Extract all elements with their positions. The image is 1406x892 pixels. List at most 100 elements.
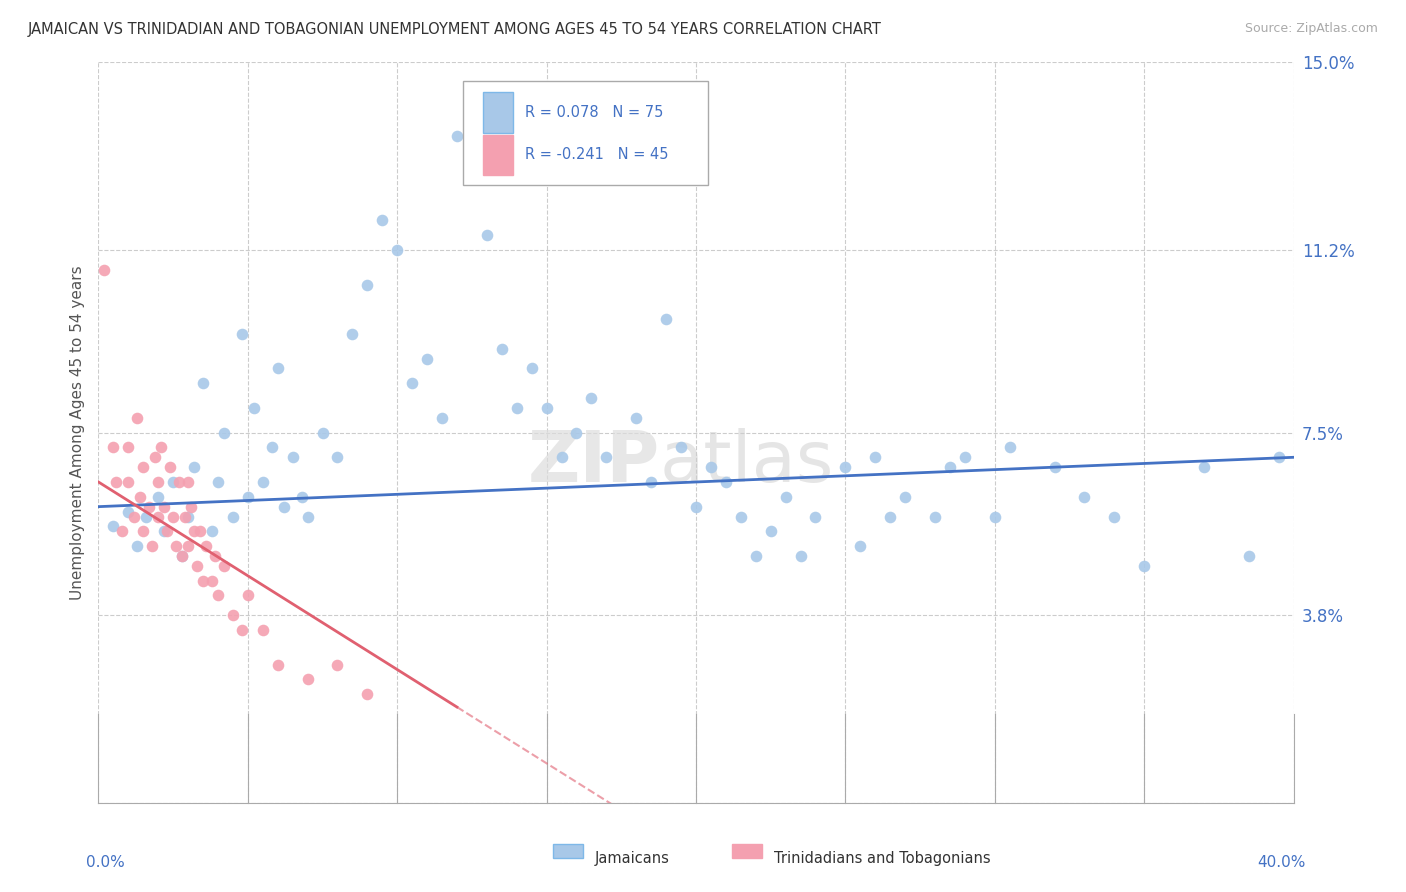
Point [311, 425, 333, 440]
Point [148, 509, 170, 524]
Point [834, 460, 856, 475]
Point [356, 277, 378, 292]
Point [252, 475, 274, 489]
Y-axis label: Unemployment Among Ages 45 to 54 years: Unemployment Among Ages 45 to 54 years [69, 265, 84, 600]
Point [93, 262, 115, 277]
Point [626, 410, 648, 425]
Point [150, 441, 173, 455]
Point [159, 460, 181, 475]
Point [103, 519, 125, 533]
Point [536, 401, 558, 415]
Point [180, 500, 202, 514]
Point [730, 509, 752, 524]
Point [231, 326, 253, 341]
Point [141, 539, 163, 553]
Point [165, 539, 187, 553]
Point [273, 500, 295, 514]
Point [700, 460, 723, 475]
Point [207, 475, 229, 489]
Point [186, 558, 208, 573]
Point [924, 509, 946, 524]
Point [984, 509, 1007, 524]
Point [148, 490, 170, 504]
Point [207, 589, 229, 603]
Point [183, 460, 205, 475]
Text: Jamaicans: Jamaicans [595, 851, 669, 866]
Point [326, 657, 349, 672]
Point [156, 524, 179, 539]
Point [117, 505, 139, 519]
Point [153, 524, 176, 539]
Point [475, 228, 498, 243]
Text: Source: ZipAtlas.com: Source: ZipAtlas.com [1244, 22, 1378, 36]
Point [1192, 460, 1215, 475]
Point [430, 410, 453, 425]
Point [260, 441, 283, 455]
Point [953, 450, 976, 465]
Point [461, 154, 484, 169]
Text: 40.0%: 40.0% [1257, 855, 1306, 870]
Text: ZIP: ZIP [527, 428, 661, 497]
Point [236, 490, 259, 504]
Bar [553, 844, 582, 858]
Point [595, 450, 617, 465]
Point [167, 475, 190, 489]
Point [1133, 558, 1156, 573]
Point [252, 623, 274, 637]
Point [243, 401, 266, 415]
Point [581, 391, 603, 405]
Point [804, 509, 827, 524]
Text: R = 0.078   N = 75: R = 0.078 N = 75 [524, 105, 664, 120]
Point [111, 524, 134, 539]
Point [640, 475, 662, 489]
Point [491, 342, 513, 356]
Point [191, 376, 214, 391]
Point [127, 539, 149, 553]
Point [685, 500, 707, 514]
Point [204, 549, 226, 563]
Point [655, 312, 678, 326]
Text: R = -0.241   N = 45: R = -0.241 N = 45 [524, 147, 669, 162]
Point [188, 524, 211, 539]
Point [506, 401, 529, 415]
Text: Trinidadians and Tobagonians: Trinidadians and Tobagonians [773, 851, 990, 866]
Point [222, 608, 245, 623]
Point [789, 549, 811, 563]
Point [162, 509, 184, 524]
Point [416, 351, 439, 366]
Point [117, 441, 139, 455]
Point [745, 549, 768, 563]
Point [326, 450, 349, 465]
Point [129, 490, 152, 504]
Point [103, 441, 125, 455]
Point [342, 326, 364, 341]
Text: 0.0%: 0.0% [87, 855, 125, 870]
Bar [484, 93, 513, 133]
Point [148, 475, 170, 489]
Point [201, 524, 224, 539]
Point [371, 213, 394, 227]
Point [775, 490, 797, 504]
Point [1267, 450, 1289, 465]
Point [446, 129, 468, 144]
Point [135, 509, 157, 524]
Text: JAMAICAN VS TRINIDADIAN AND TOBAGONIAN UNEMPLOYMENT AMONG AGES 45 TO 54 YEARS CO: JAMAICAN VS TRINIDADIAN AND TOBAGONIAN U… [28, 22, 882, 37]
Text: atlas: atlas [661, 428, 835, 497]
Point [177, 509, 200, 524]
Point [172, 549, 194, 563]
Point [212, 425, 235, 440]
Point [849, 539, 872, 553]
Point [291, 490, 314, 504]
Point [865, 450, 887, 465]
Point [195, 539, 218, 553]
Point [191, 574, 214, 588]
Bar [484, 135, 513, 176]
FancyBboxPatch shape [463, 81, 709, 185]
Point [201, 574, 224, 588]
Point [143, 450, 166, 465]
Point [879, 509, 901, 524]
Point [153, 500, 176, 514]
Point [714, 475, 737, 489]
Point [236, 589, 259, 603]
Point [385, 243, 409, 257]
